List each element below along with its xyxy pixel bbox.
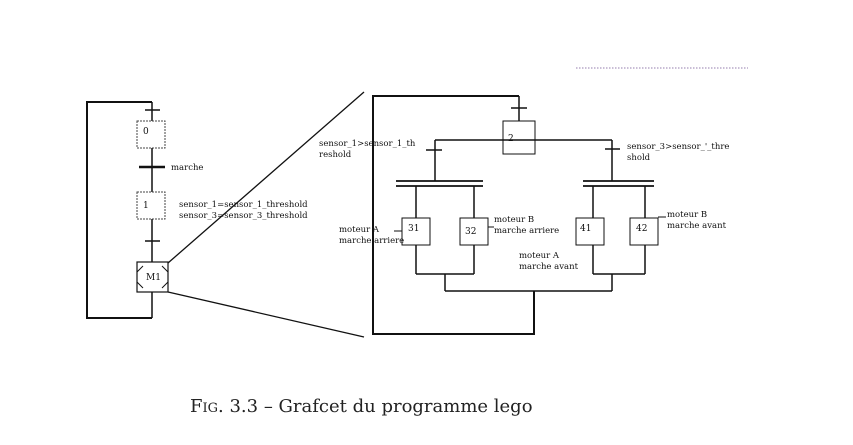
step-42-label: 42 bbox=[636, 224, 647, 234]
or-divergence bbox=[435, 140, 519, 154]
step-1-box bbox=[136, 191, 166, 220]
transition-sensor-line1: sensor_1=sensor_1_threshold bbox=[179, 200, 308, 210]
macro-expansion bbox=[372, 95, 666, 335]
transition-marche-label: marche bbox=[171, 163, 203, 173]
action-32-line2: marche arriere bbox=[494, 226, 559, 236]
step-32-label: 32 bbox=[465, 227, 476, 237]
step-2-label: 2 bbox=[508, 134, 514, 144]
action-42-line2: marche avant bbox=[667, 221, 727, 231]
action-42-line1: moteur B bbox=[667, 210, 707, 220]
transition-sensor3-line1: sensor_3>sensor_'_thre bbox=[627, 142, 729, 152]
step-2-box bbox=[502, 120, 536, 155]
figure-title: – Grafcet du programme lego bbox=[258, 396, 533, 417]
action-31-line2: marche arriere bbox=[339, 236, 404, 246]
step-0-label: 0 bbox=[143, 127, 149, 137]
main-grafcet bbox=[86, 101, 169, 319]
figure-number: Fig. 3.3 bbox=[190, 396, 259, 417]
zoom-line-top bbox=[167, 91, 365, 264]
figure-caption: Fig. 3.3 – Grafcet du programme lego bbox=[190, 396, 533, 417]
action-31-line1: moteur A bbox=[339, 225, 380, 235]
step-31-label: 31 bbox=[408, 224, 419, 234]
transition-sensor3-line2: shold bbox=[627, 153, 651, 163]
step-1-label: 1 bbox=[143, 201, 149, 211]
transition-sensor1-line2: reshold bbox=[319, 150, 352, 160]
transition-sensor1-line1: sensor_1>sensor_1_th bbox=[319, 139, 416, 149]
step-0-box bbox=[136, 120, 166, 149]
macro-step-m1-label: M1 bbox=[146, 273, 161, 283]
action-41-line2: marche avant bbox=[519, 262, 579, 272]
zoom-line-bottom bbox=[167, 291, 365, 338]
action-41-line1: moteur A bbox=[519, 251, 560, 261]
diagram-text: 0 1 M1 marche sensor_1=sensor_1_threshol… bbox=[143, 127, 729, 283]
step-41-box bbox=[575, 217, 605, 246]
step-42-box bbox=[629, 217, 659, 246]
loop-back-link bbox=[86, 101, 152, 319]
action-32-line1: moteur B bbox=[494, 215, 534, 225]
expansion-frame bbox=[372, 95, 535, 335]
step-41-label: 41 bbox=[580, 224, 591, 234]
transition-sensor-line2: sensor_3=sensor_3_threshold bbox=[179, 211, 308, 221]
